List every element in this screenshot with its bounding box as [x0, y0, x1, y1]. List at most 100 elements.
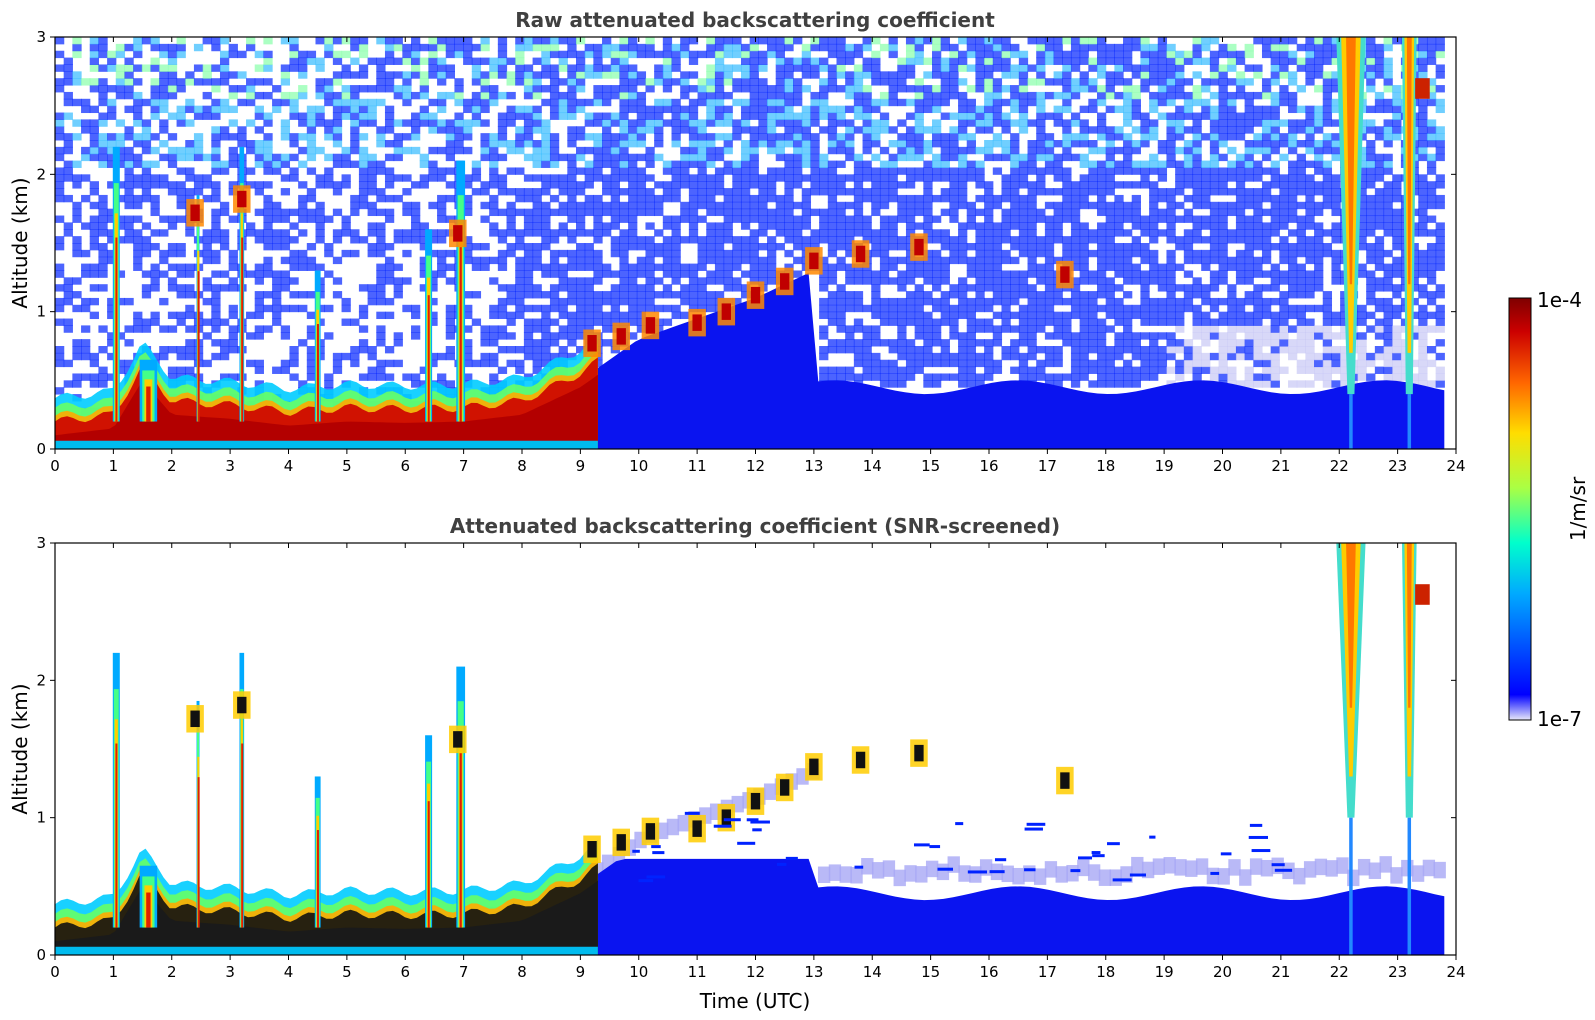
noise-cell [63, 222, 73, 230]
noise-cell [315, 222, 325, 230]
noise-cell [1010, 236, 1020, 244]
noise-cell [1062, 215, 1072, 223]
noise-cell [923, 167, 933, 175]
noise-cell [55, 284, 65, 292]
noise-cell [1296, 160, 1306, 168]
noise-cell [523, 284, 534, 292]
noise-cell [1053, 380, 1063, 388]
noise-cell [914, 263, 924, 271]
noise-cell [784, 126, 794, 134]
noise-cell [341, 146, 351, 155]
noise-cell [1244, 201, 1254, 210]
noise-cell [680, 284, 690, 292]
noise-cell [1131, 43, 1141, 52]
noise-cell [1131, 332, 1141, 340]
noise-cell [298, 380, 308, 388]
noise-cell [263, 133, 273, 141]
noise-cell [1123, 119, 1133, 127]
noise-cell [480, 140, 490, 148]
noise-cell [1036, 119, 1046, 127]
noise-cell [723, 270, 733, 278]
noise-cell [324, 91, 334, 100]
noise-cell [1218, 215, 1228, 223]
noise-cell [1244, 243, 1254, 251]
noise-cell [124, 85, 134, 93]
noise-cell [428, 98, 438, 107]
noise-cell [1201, 181, 1211, 189]
noise-cell [280, 256, 291, 265]
noise-cell [81, 373, 91, 381]
noise-cell [1157, 359, 1168, 368]
noise-cell [1279, 366, 1289, 374]
noise-cell [749, 57, 759, 65]
noise-cell [801, 174, 812, 182]
noise-cell [219, 98, 230, 107]
noise-cell [280, 188, 291, 196]
noise-cell [1201, 167, 1211, 175]
noise-cell [932, 50, 942, 59]
noise-cell [984, 243, 994, 251]
noise-cell [714, 243, 725, 251]
noise-cell [1044, 215, 1055, 223]
noise-cell [1305, 284, 1315, 292]
noise-cell [185, 284, 195, 292]
noise-cell [775, 43, 785, 52]
noise-cell [662, 160, 673, 168]
noise-cell [1131, 98, 1141, 107]
noise-cell [1235, 297, 1246, 306]
noise-cell [810, 160, 820, 168]
noise-cell [124, 222, 134, 230]
noise-cell [55, 318, 65, 326]
noise-cell [671, 64, 681, 72]
noise-cell [1201, 194, 1211, 203]
noise-cell [115, 85, 126, 93]
noise-cell [914, 43, 924, 52]
noise-cell [905, 270, 916, 278]
noise-cell [1305, 188, 1315, 196]
noise-cell [714, 133, 725, 141]
noise-cell [1079, 297, 1089, 306]
noise-cell [315, 85, 325, 93]
noise-cell [836, 236, 846, 244]
noise-cell [1322, 181, 1333, 189]
noise-cell [1331, 366, 1341, 374]
noise-cell [1261, 304, 1272, 313]
noise-cell [1114, 380, 1124, 388]
noise-cell [966, 304, 977, 313]
noise-cell [515, 105, 525, 114]
noise-cell [254, 78, 264, 86]
noise-cell [819, 188, 829, 196]
noise-cell [610, 243, 620, 251]
noise-cell [1322, 339, 1333, 347]
noise-cell [575, 311, 586, 320]
noise-cell [610, 85, 620, 93]
noise-cell [454, 112, 464, 120]
noise-cell [923, 229, 933, 237]
noise-cell [1209, 64, 1220, 72]
noise-cell [532, 140, 542, 148]
noise-cell [341, 160, 351, 168]
noise-cell [923, 380, 933, 388]
noise-cell [1149, 270, 1159, 278]
noise-cell [480, 181, 490, 189]
noise-cell [1227, 57, 1237, 65]
noise-cell [584, 243, 594, 251]
noise-cell [1010, 346, 1020, 354]
noise-cell [619, 291, 629, 299]
noise-cell [862, 133, 872, 141]
noise-cell [593, 167, 603, 175]
noise-cell [975, 64, 985, 72]
noise-cell [1288, 91, 1298, 100]
noise-cell [897, 284, 907, 292]
noise-cell [298, 160, 308, 168]
noise-cell [1305, 256, 1315, 265]
noise-cell [341, 105, 351, 114]
noise-cell [1270, 346, 1280, 354]
noise-cell [1288, 78, 1298, 86]
noise-cell [680, 50, 690, 59]
noise-cell [1105, 366, 1115, 374]
noise-cell [1322, 119, 1333, 127]
noise-cell [1209, 277, 1220, 285]
noise-cell [115, 91, 126, 100]
noise-cell [1001, 297, 1011, 306]
